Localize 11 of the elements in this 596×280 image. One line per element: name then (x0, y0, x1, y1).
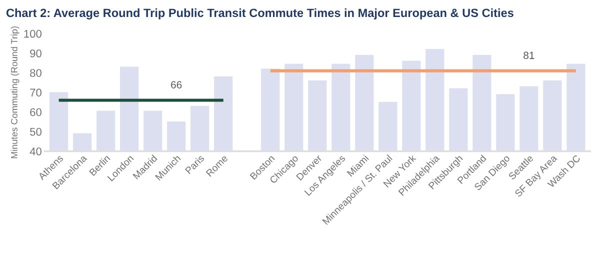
y-tick-label: 60 (30, 108, 42, 116)
y-tick-label: 70 (30, 88, 42, 97)
y-tick-label: 40 (30, 147, 42, 156)
annotation: 81 (524, 52, 534, 60)
y-tick-label: 100 (24, 30, 42, 38)
y-tick-label: 90 (30, 49, 42, 58)
chart-title: Chart 2: Average Round Trip Public Transit Commute Times in Major European & US Cities (6, 8, 514, 20)
annotation: 66 (171, 81, 182, 88)
y-axis-title: Minutes Commuting (Round Trip) (10, 26, 20, 158)
y-tick-label: 50 (30, 128, 42, 136)
y-tick-label: 80 (30, 69, 42, 77)
